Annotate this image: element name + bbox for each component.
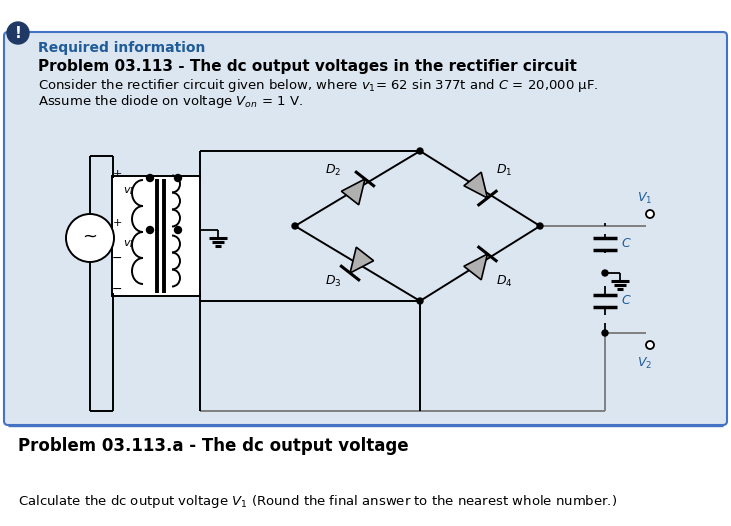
- Text: Problem 03.113.a - The dc output voltage: Problem 03.113.a - The dc output voltage: [18, 437, 409, 455]
- Text: Problem 03.113 - The dc output voltages in the rectifier circuit: Problem 03.113 - The dc output voltages …: [38, 58, 577, 74]
- Text: $C$: $C$: [621, 294, 632, 307]
- Text: $D_4$: $D_4$: [496, 274, 512, 289]
- Text: $V_2$: $V_2$: [637, 356, 653, 370]
- Circle shape: [175, 175, 181, 181]
- Circle shape: [602, 330, 608, 336]
- Circle shape: [66, 214, 114, 262]
- Circle shape: [602, 270, 608, 276]
- Polygon shape: [464, 172, 488, 198]
- Text: $C$: $C$: [621, 237, 632, 250]
- Circle shape: [537, 223, 543, 229]
- Circle shape: [175, 227, 181, 234]
- Text: $D_3$: $D_3$: [325, 274, 342, 289]
- Text: !: !: [15, 25, 21, 41]
- Circle shape: [646, 341, 654, 349]
- Circle shape: [646, 210, 654, 218]
- Text: ~: ~: [83, 228, 97, 246]
- Circle shape: [292, 223, 298, 229]
- Text: Required information: Required information: [38, 41, 205, 55]
- Circle shape: [146, 175, 154, 181]
- Text: $D_1$: $D_1$: [496, 163, 512, 178]
- Text: Calculate the dc output voltage $V_1$ (Round the final answer to the nearest who: Calculate the dc output voltage $V_1$ (R…: [18, 492, 617, 510]
- FancyBboxPatch shape: [4, 32, 727, 425]
- Text: −: −: [112, 251, 122, 265]
- Polygon shape: [464, 254, 488, 280]
- Text: $D_2$: $D_2$: [325, 163, 341, 178]
- Circle shape: [7, 22, 29, 44]
- FancyBboxPatch shape: [22, 41, 717, 166]
- Text: $v_I$: $v_I$: [123, 185, 133, 197]
- Polygon shape: [350, 247, 374, 273]
- Circle shape: [146, 227, 154, 234]
- Text: Consider the rectifier circuit given below, where $v_1$= 62 sin 377t and $C$ = 2: Consider the rectifier circuit given bel…: [38, 76, 599, 94]
- Text: $V_1$: $V_1$: [637, 190, 653, 206]
- Text: Assume the diode on voltage $V_{on}$ = 1 V.: Assume the diode on voltage $V_{on}$ = 1…: [38, 93, 303, 109]
- Text: −: −: [112, 282, 122, 296]
- Text: +: +: [113, 169, 121, 179]
- Polygon shape: [341, 179, 365, 205]
- Bar: [112, 176, 200, 296]
- FancyBboxPatch shape: [22, 46, 717, 166]
- Circle shape: [417, 298, 423, 304]
- Circle shape: [417, 148, 423, 154]
- Text: +: +: [113, 218, 121, 228]
- Text: $v_I$: $v_I$: [123, 238, 133, 250]
